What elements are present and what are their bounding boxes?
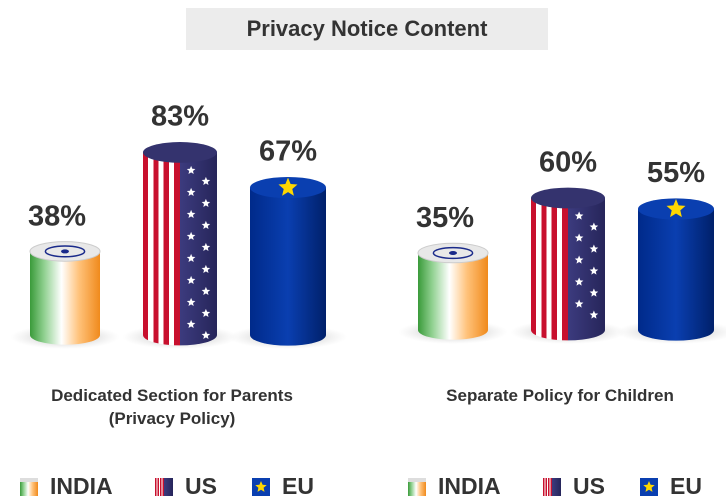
- bar-top: [143, 142, 217, 163]
- bar-body: [638, 209, 714, 341]
- value-label: 38%: [28, 200, 86, 232]
- star: [201, 220, 211, 229]
- star: [186, 253, 196, 262]
- star: [186, 209, 196, 218]
- legend-label: US: [185, 473, 217, 499]
- star: [574, 211, 584, 220]
- star: [201, 264, 211, 273]
- bar-body: [143, 152, 217, 346]
- bar-body: [30, 251, 100, 345]
- star: [589, 222, 599, 231]
- value-label: 35%: [416, 202, 474, 234]
- cylinder-bar: [510, 187, 626, 344]
- legend-icon: [408, 478, 426, 496]
- star: [278, 177, 298, 196]
- star: [186, 165, 196, 174]
- value-label: 67%: [259, 136, 317, 168]
- legend-icon: [543, 478, 561, 496]
- star: [186, 187, 196, 196]
- star: [574, 277, 584, 286]
- legend-label: INDIA: [438, 473, 501, 499]
- star: [201, 286, 211, 295]
- star: [186, 297, 196, 306]
- category-label: Dedicated Section for Parents (Privacy P…: [51, 386, 293, 428]
- cylinder-bar: [616, 198, 726, 344]
- star: [643, 481, 655, 492]
- value-label: 83%: [151, 101, 209, 133]
- legend-label: US: [573, 473, 605, 499]
- cylinder-bar: [398, 242, 508, 344]
- chakra: [44, 245, 86, 258]
- legend-label: EU: [282, 473, 314, 499]
- legend-icon: [20, 478, 38, 496]
- value-label: 60%: [539, 146, 597, 178]
- chakra-center: [61, 249, 69, 254]
- star: [186, 319, 196, 328]
- chakra-center: [449, 251, 457, 255]
- chakra: [432, 246, 474, 260]
- star: [589, 244, 599, 253]
- star: [186, 275, 196, 284]
- cylinder-bar: [228, 176, 348, 349]
- star: [186, 231, 196, 240]
- bar-body: [250, 187, 326, 346]
- cylinder-bar: [122, 142, 238, 349]
- legend-label: INDIA: [50, 473, 113, 499]
- star: [589, 310, 599, 319]
- star: [589, 266, 599, 275]
- star: [574, 233, 584, 242]
- star: [201, 330, 211, 339]
- star: [666, 199, 686, 218]
- bar-body: [418, 253, 488, 340]
- bar-body: [531, 198, 605, 341]
- star: [255, 481, 267, 492]
- legend-icon-top: [408, 478, 426, 482]
- star: [574, 299, 584, 308]
- legend-label: EU: [670, 473, 702, 499]
- star: [574, 255, 584, 264]
- legend-icon-top: [20, 478, 38, 482]
- cylinder-bar: [10, 241, 120, 349]
- value-label: 55%: [647, 157, 705, 189]
- category-label: Separate Policy for Children: [446, 386, 674, 405]
- star: [201, 198, 211, 207]
- legend-icon: [155, 478, 173, 496]
- star: [201, 308, 211, 317]
- star: [201, 176, 211, 185]
- star: [589, 288, 599, 297]
- star: [201, 242, 211, 251]
- chart-title: Privacy Notice Content: [186, 8, 548, 50]
- bar-top: [531, 187, 605, 209]
